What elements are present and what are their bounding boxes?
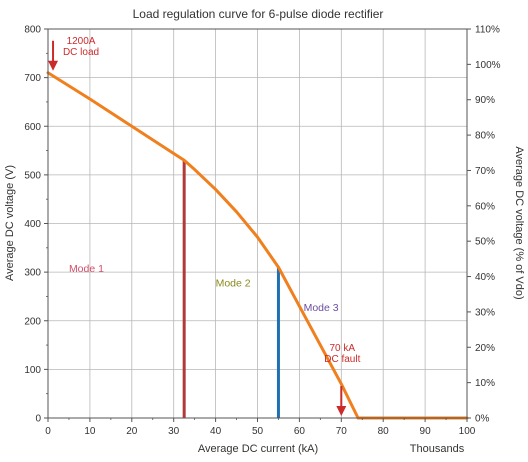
y-axis-label: Average DC voltage (V)	[4, 165, 16, 281]
x-tick-label: 100	[459, 426, 476, 437]
x-tick-label: 10	[84, 426, 96, 437]
y-tick-label: 700	[24, 73, 41, 84]
plot-frame	[47, 28, 468, 419]
y-right-tick-label: 50%	[475, 237, 495, 248]
y-right-tick-label: 30%	[475, 307, 495, 318]
y-tick-label: 400	[24, 219, 41, 230]
y-right-tick-label: 70%	[475, 166, 495, 177]
x-tick-label: 90	[420, 426, 432, 437]
y-tick-label: 600	[24, 122, 41, 133]
x-tick-label: 70	[336, 426, 348, 437]
x-tick-label: 30	[168, 426, 180, 437]
curve-layer	[46, 71, 469, 420]
y-tick-label: 300	[24, 268, 41, 279]
x-tick-label: 60	[294, 426, 306, 437]
x-tick-label: 20	[126, 426, 138, 437]
y-tick-label: 800	[24, 25, 41, 36]
y-right-tick-label: 110%	[475, 25, 500, 36]
annotation-text: 70 kA	[330, 343, 356, 354]
mode-label: Mode 2	[216, 278, 251, 290]
chart-title: Load regulation curve for 6-pulse diode …	[133, 7, 384, 21]
y-right-tick-label: 10%	[475, 378, 495, 389]
y-right-tick-label: 0%	[475, 414, 490, 425]
annotation-arrow-head	[48, 60, 59, 71]
y-tick-label: 200	[24, 316, 41, 327]
y-right-tick-label: 90%	[475, 95, 495, 106]
annotation-text: 1200A	[67, 36, 96, 47]
annotation-arrow-head	[336, 406, 347, 416]
x-tick-label: 0	[45, 426, 51, 437]
y-axis-right-label: Average DC voltage (% of Vdo)	[513, 146, 525, 299]
regulation-curve-line	[46, 71, 469, 420]
y-tick-label: 100	[24, 365, 41, 376]
y-tick-label: 0	[35, 414, 41, 425]
mode-label: Mode 3	[304, 302, 339, 314]
y-right-tick-label: 80%	[475, 131, 495, 142]
x-axis-label: Average DC current (kA)	[198, 443, 318, 455]
x-tick-label: 80	[378, 426, 390, 437]
y-right-tick-label: 100%	[475, 60, 501, 71]
grid	[47, 28, 468, 419]
mode-label: Mode 1	[69, 263, 104, 275]
x-tick-label: 40	[210, 426, 222, 437]
annotation-text: DC fault	[324, 354, 360, 365]
axis-layer: 0 10 20 30 40 50 60 70 80 90 100 0 100 200 300 400 500 60…	[24, 25, 500, 438]
y-right-tick-label: 20%	[475, 343, 495, 354]
y-tick-label: 500	[24, 170, 41, 181]
y-right-tick-label: 60%	[475, 201, 495, 212]
x-tick-label: 50	[252, 426, 264, 437]
annotation-text: DC load	[63, 47, 99, 58]
x-axis-units-note: Thousands	[410, 443, 465, 455]
y-right-tick-label: 40%	[475, 272, 495, 283]
